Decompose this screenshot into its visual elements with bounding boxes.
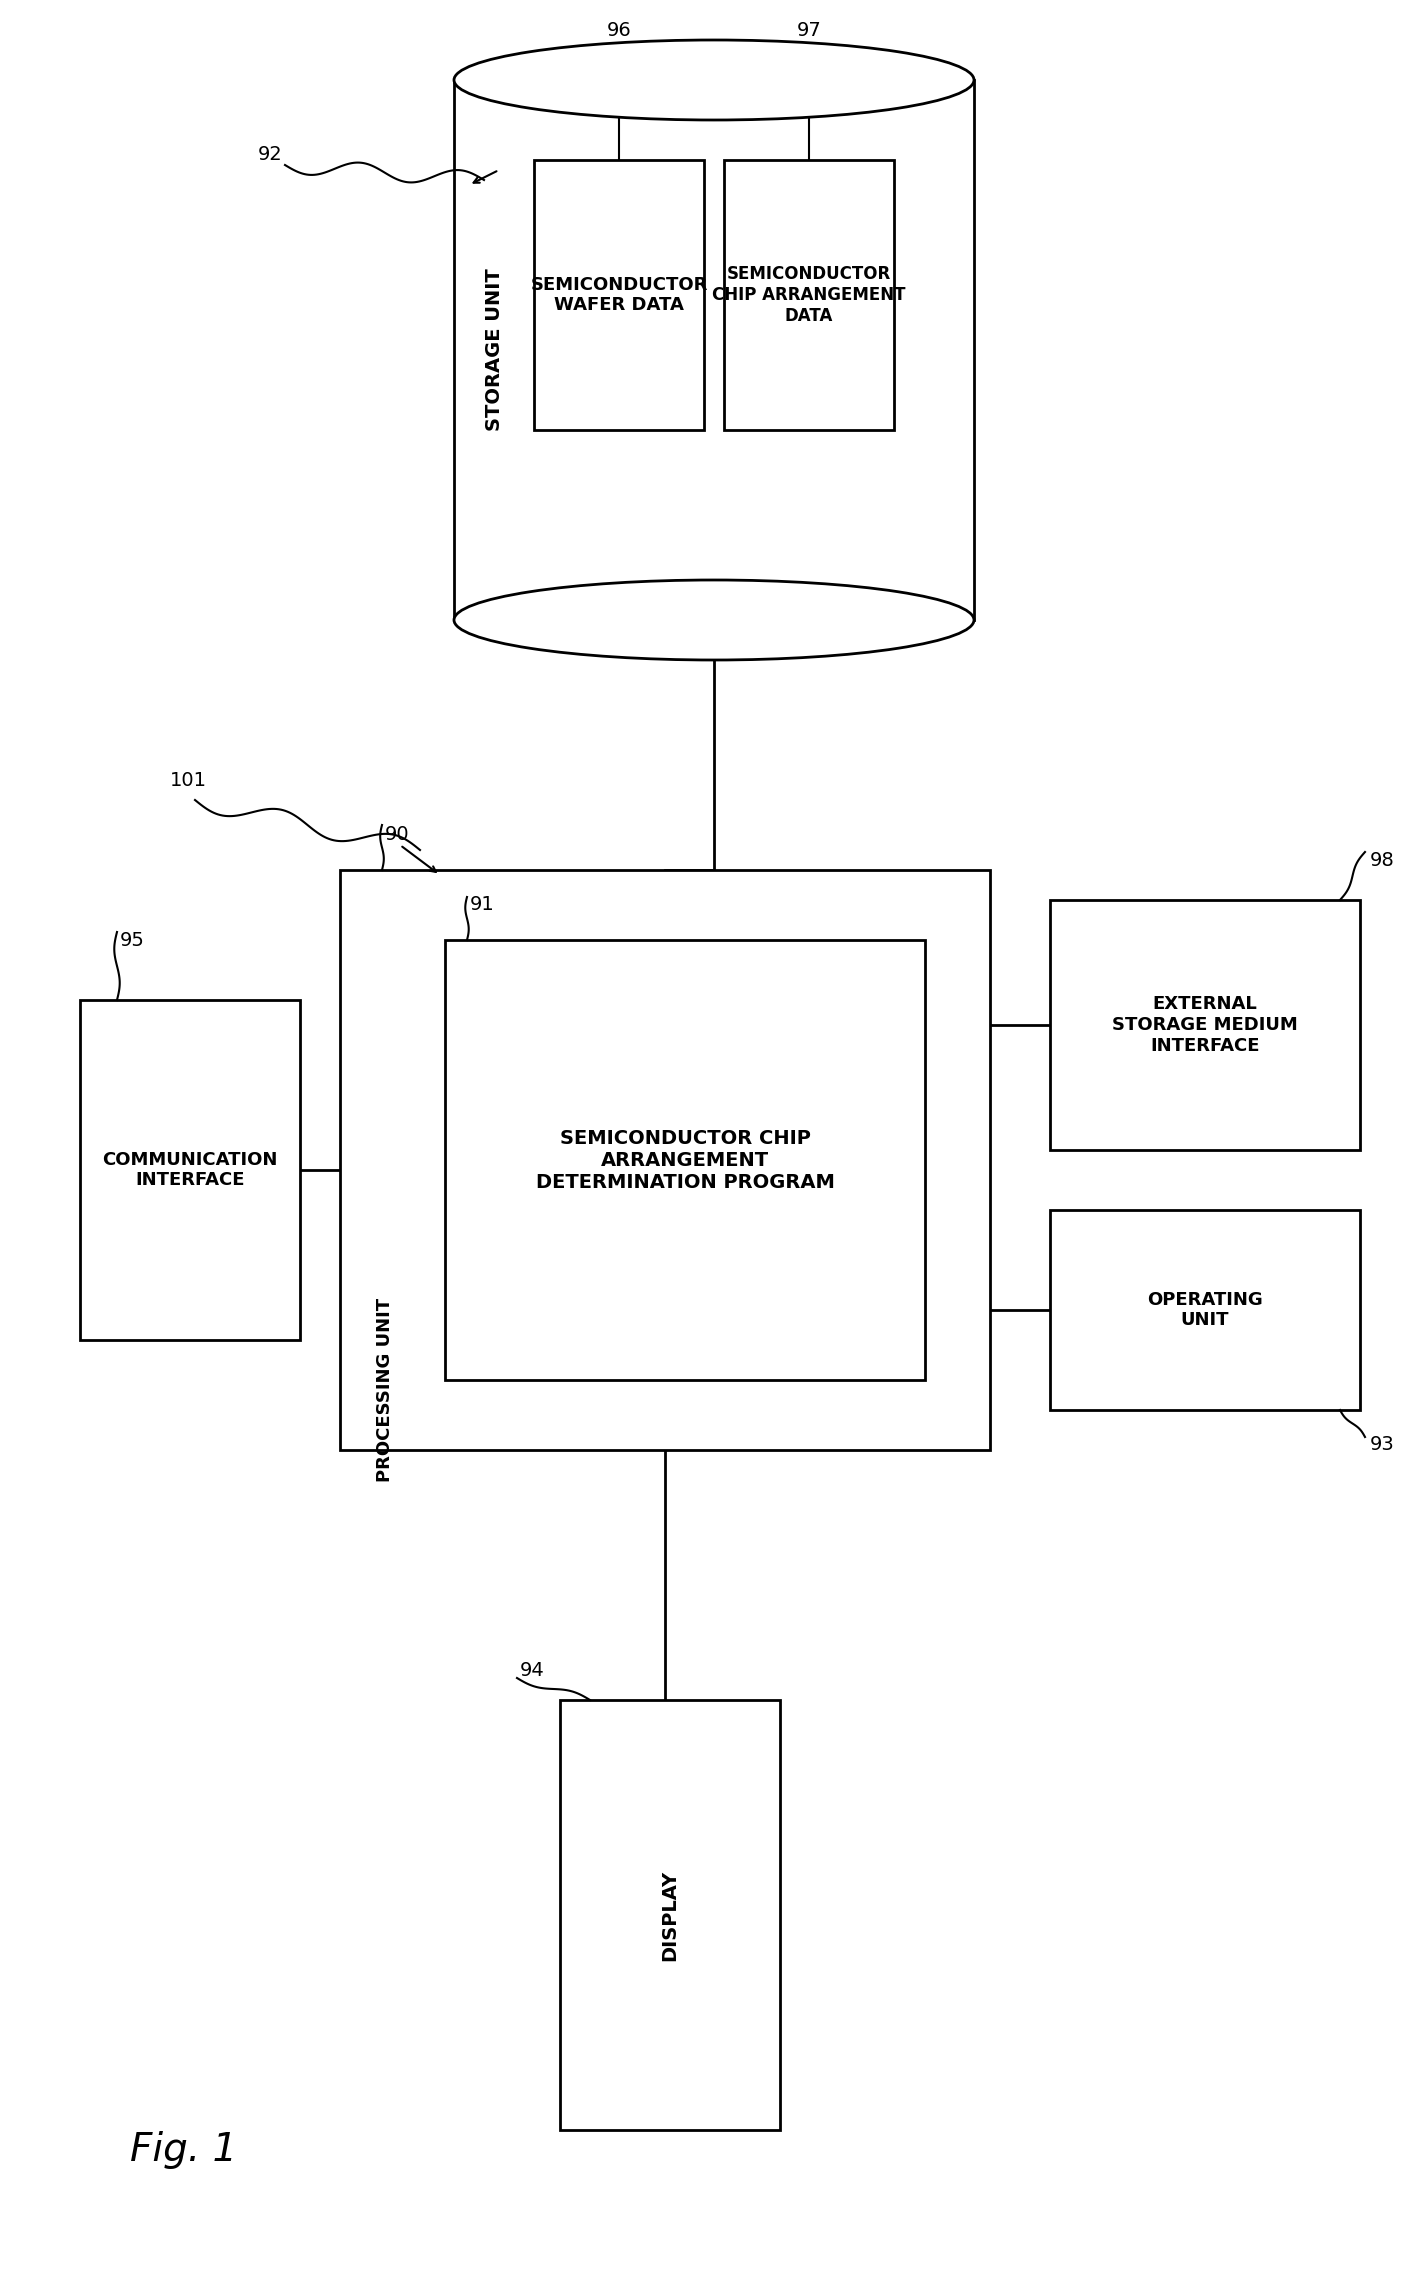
Bar — [559, 1701, 781, 2131]
Bar — [1050, 1211, 1360, 1410]
Text: 91: 91 — [469, 895, 495, 916]
Bar — [534, 160, 704, 430]
Text: PROCESSING UNIT: PROCESSING UNIT — [375, 1298, 394, 1481]
Text: 98: 98 — [1370, 852, 1394, 870]
Text: DISPLAY: DISPLAY — [661, 1870, 679, 1962]
Text: Fig. 1: Fig. 1 — [130, 2131, 237, 2170]
Text: STORAGE UNIT: STORAGE UNIT — [485, 268, 504, 430]
Text: SEMICONDUCTOR
WAFER DATA: SEMICONDUCTOR WAFER DATA — [531, 275, 708, 314]
Bar — [445, 941, 925, 1380]
Text: SEMICONDUCTOR
CHIP ARRANGEMENT
DATA: SEMICONDUCTOR CHIP ARRANGEMENT DATA — [712, 266, 906, 325]
Text: 94: 94 — [519, 1660, 545, 1680]
Text: 96: 96 — [606, 21, 631, 39]
Text: 90: 90 — [385, 826, 410, 845]
Ellipse shape — [454, 39, 975, 119]
Bar — [340, 870, 990, 1449]
Text: 93: 93 — [1370, 1435, 1394, 1454]
Bar — [1050, 900, 1360, 1149]
Text: 92: 92 — [258, 146, 283, 165]
Text: OPERATING
UNIT: OPERATING UNIT — [1147, 1291, 1263, 1330]
Bar — [723, 160, 893, 430]
Text: 97: 97 — [796, 21, 822, 39]
Text: EXTERNAL
STORAGE MEDIUM
INTERFACE: EXTERNAL STORAGE MEDIUM INTERFACE — [1112, 996, 1299, 1055]
Text: COMMUNICATION
INTERFACE: COMMUNICATION INTERFACE — [103, 1151, 278, 1190]
Bar — [454, 80, 975, 620]
Bar — [80, 1000, 300, 1339]
Ellipse shape — [454, 579, 975, 659]
Text: 95: 95 — [120, 932, 146, 950]
Text: 101: 101 — [170, 771, 207, 790]
Text: SEMICONDUCTOR CHIP
ARRANGEMENT
DETERMINATION PROGRAM: SEMICONDUCTOR CHIP ARRANGEMENT DETERMINA… — [535, 1128, 835, 1193]
